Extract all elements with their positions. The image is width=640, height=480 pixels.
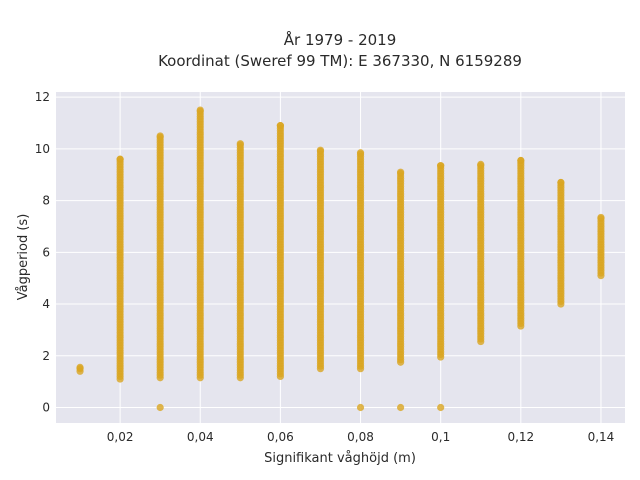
data-point xyxy=(156,403,164,412)
x-tick-label: 0,02 xyxy=(107,430,134,444)
x-tick-label: 0,14 xyxy=(588,430,615,444)
y-tick-label: 8 xyxy=(42,194,50,208)
data-point xyxy=(557,178,565,187)
x-tick-label: 0,06 xyxy=(267,430,294,444)
data-point xyxy=(156,132,164,140)
x-tick-label: 0,1 xyxy=(431,430,450,444)
tick-labels: 0,02 0,04 0,06 0,08 0,1 0,12 0,14 0 2 4 6 8 10 12 xyxy=(35,90,615,444)
data-point xyxy=(76,363,84,372)
y-axis-label: Vågperiod (s) xyxy=(16,214,31,301)
x-tick-label: 0,04 xyxy=(187,430,214,444)
y-tick-label: 4 xyxy=(42,297,50,311)
data-point xyxy=(437,403,445,412)
data-point xyxy=(316,146,325,154)
y-tick-label: 12 xyxy=(35,90,50,104)
data-point xyxy=(477,160,485,169)
data-point xyxy=(356,149,365,157)
x-axis-label: Signifikant våghöjd (m) xyxy=(264,451,416,466)
x-tick-label: 0,12 xyxy=(507,430,534,444)
data-point xyxy=(397,403,405,412)
data-point xyxy=(116,155,124,163)
data-point xyxy=(517,156,525,165)
plot-area xyxy=(56,92,625,423)
data-point xyxy=(397,168,405,176)
data-point xyxy=(236,140,244,148)
data-point xyxy=(276,122,284,130)
chart-title: År 1979 - 2019 xyxy=(284,30,397,49)
chart-subtitle: Koordinat (Sweref 99 TM): E 367330, N 61… xyxy=(158,52,522,70)
x-tick-label: 0,08 xyxy=(347,430,374,444)
data-point xyxy=(597,213,605,222)
data-points xyxy=(76,106,605,412)
y-tick-label: 0 xyxy=(42,400,50,414)
data-point xyxy=(437,162,445,170)
y-tick-label: 10 xyxy=(35,142,50,156)
y-tick-label: 2 xyxy=(42,349,50,363)
data-point xyxy=(196,106,204,114)
y-tick-label: 6 xyxy=(42,245,50,259)
data-point xyxy=(356,403,365,412)
